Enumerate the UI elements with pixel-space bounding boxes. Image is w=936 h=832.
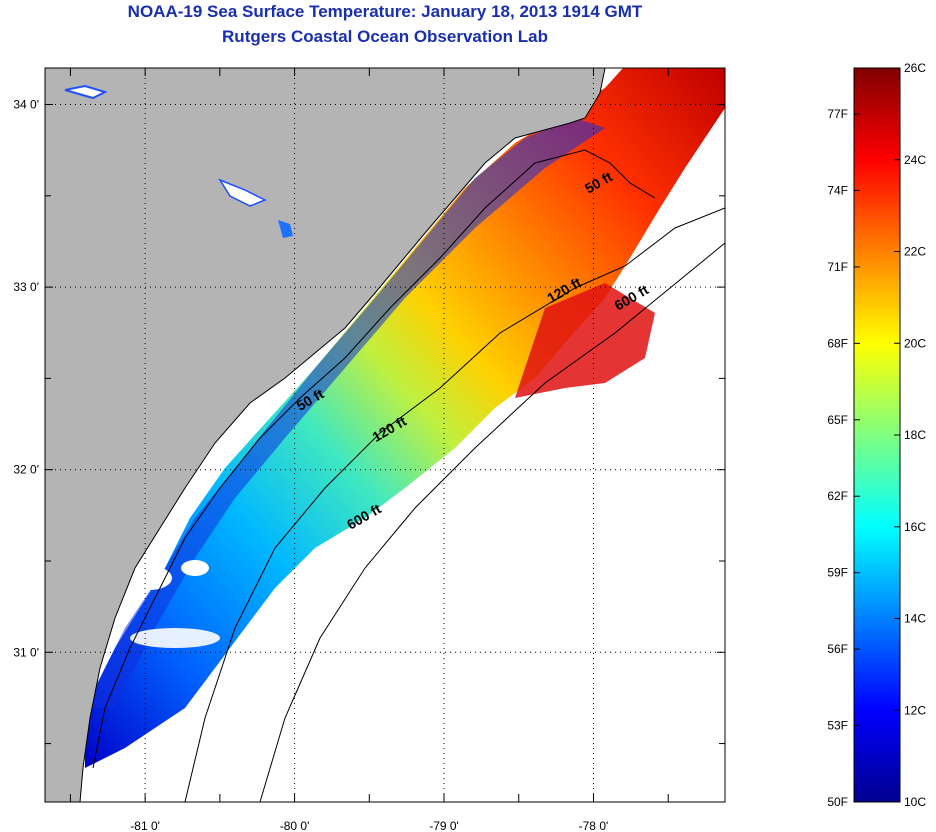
cloud-gap [130,628,220,648]
longitude-label: -78 0' [579,819,609,832]
map-border [44,67,726,803]
celsius-label: 12C [904,703,926,717]
fahrenheit-label: 59F [827,566,848,580]
longitude-label: -79 0' [429,819,459,832]
fahrenheit-label: 53F [827,719,848,733]
colorbar-scale [853,67,901,803]
fahrenheit-label: 68F [827,336,848,350]
map-title: NOAA-19 Sea Surface Temperature: January… [127,2,643,21]
celsius-label: 10C [904,795,926,809]
graticule [45,68,725,802]
longitude-label: -81 0' [130,819,160,832]
fahrenheit-label: 65F [827,413,848,427]
cloud-gap [181,560,209,576]
colorbar: 26C 24C 22C 20C 18C 16C 14C 12C 10C 77F 74F 71F 68F… [827,61,926,809]
contour-600ft [259,242,725,802]
celsius-label: 26C [904,61,926,75]
sst-map: 34 0'33 0'32 0'31 0' -81 0' -80 0' -79 0' -… [13,67,726,832]
fahrenheit-label: 62F [827,489,848,503]
cloud-gap [128,566,172,590]
latitude-labels: 34 0' 33 0' 32 0' 31 0' [13,98,39,660]
fahrenheit-label: 77F [827,107,848,121]
celsius-label: 14C [904,612,926,626]
map-body [45,68,725,802]
fahrenheit-label: 50F [827,795,848,809]
contour-50ft [92,149,656,769]
fahrenheit-labels: 77F 74F 71F 68F 65F 62F 59F 56F 53F 50F [827,107,860,809]
nearshore-cold-band [85,118,605,708]
celsius-label: 18C [904,428,926,442]
inland-water [218,178,267,207]
land-mass [45,68,605,802]
fahrenheit-label: 56F [827,642,848,656]
longitude-label: -80 0' [280,819,310,832]
contour-120ft [184,207,725,802]
celsius-label: 16C [904,520,926,534]
longitude-labels: -81 0' -80 0' -79 0' -78 0' [130,819,608,832]
gulf-stream-core [515,283,655,398]
celsius-label: 22C [904,245,926,259]
axis-ticks [45,68,725,802]
map-subtitle: Rutgers Coastal Ocean Observation Lab [222,27,548,46]
latitude-label: 31 0' [13,645,39,659]
celsius-label: 20C [904,336,926,350]
fahrenheit-label: 74F [827,183,848,197]
latitude-label: 32 0' [13,463,39,477]
celsius-labels: 26C 24C 22C 20C 18C 16C 14C 12C 10C [894,61,926,809]
fahrenheit-label: 71F [827,260,848,274]
inland-water [278,220,293,238]
coastline [79,68,606,802]
celsius-label: 24C [904,153,926,167]
latitude-label: 34 0' [13,98,39,112]
sst-field [85,68,725,768]
inland-water [64,84,108,100]
latitude-label: 33 0' [13,280,39,294]
